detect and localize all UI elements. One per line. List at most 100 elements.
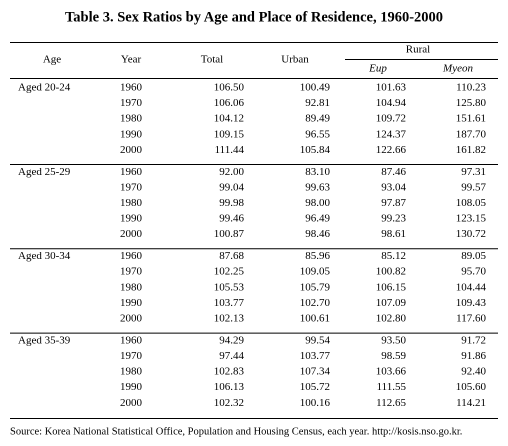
year-cell: 1970 <box>120 97 143 109</box>
value-cell: 102.80 <box>376 313 407 325</box>
year-cell: 1990 <box>120 297 143 309</box>
value-cell: 100.49 <box>300 82 331 94</box>
value-cell: 103.77 <box>214 297 245 309</box>
value-cell: 112.65 <box>376 397 406 409</box>
value-cell: 96.55 <box>305 128 330 140</box>
value-cell: 98.00 <box>305 197 330 209</box>
value-cell: 97.44 <box>219 350 244 362</box>
age-group-label: Aged 35-39 <box>18 334 71 346</box>
value-cell: 122.66 <box>376 144 407 156</box>
year-cell: 1960 <box>120 82 143 94</box>
value-cell: 109.15 <box>214 128 245 140</box>
year-cell: 1970 <box>120 181 143 193</box>
value-cell: 98.61 <box>381 228 406 240</box>
value-cell: 99.23 <box>381 213 406 225</box>
value-cell: 109.72 <box>376 113 406 125</box>
table-title: Table 3. Sex Ratios by Age and Place of … <box>65 9 443 25</box>
value-cell: 99.57 <box>461 181 486 193</box>
value-cell: 151.61 <box>456 113 486 125</box>
table-body: Aged 20-24 1960 106.50 100.49 101.63 110.23 19… <box>10 82 498 409</box>
age-group-label: Aged 25-29 <box>18 166 71 178</box>
value-cell: 187.70 <box>456 128 487 140</box>
header-cell: Rural <box>406 44 430 56</box>
value-cell: 104.44 <box>456 281 487 293</box>
year-cell: 2000 <box>120 144 143 156</box>
value-cell: 85.12 <box>381 250 406 262</box>
value-cell: 95.70 <box>461 266 486 278</box>
value-cell: 110.23 <box>456 82 486 94</box>
value-cell: 91.72 <box>461 334 486 346</box>
value-cell: 99.04 <box>219 181 244 193</box>
value-cell: 87.46 <box>381 166 406 178</box>
value-cell: 100.87 <box>214 228 245 240</box>
value-cell: 107.34 <box>300 366 331 378</box>
value-cell: 111.55 <box>377 381 407 393</box>
value-cell: 85.96 <box>305 250 330 262</box>
header-cell: Year <box>121 54 142 66</box>
header-cell: Age <box>43 54 61 66</box>
value-cell: 94.29 <box>219 334 244 346</box>
header-cell: Myeon <box>442 63 473 75</box>
value-cell: 102.13 <box>214 313 245 325</box>
value-cell: 100.61 <box>300 313 330 325</box>
value-cell: 91.86 <box>461 350 486 362</box>
year-cell: 1980 <box>120 197 143 209</box>
value-cell: 92.40 <box>461 366 486 378</box>
value-cell: 99.98 <box>219 197 244 209</box>
value-cell: 125.80 <box>456 97 487 109</box>
value-cell: 104.12 <box>214 113 244 125</box>
year-cell: 1990 <box>120 128 143 140</box>
value-cell: 87.68 <box>219 250 244 262</box>
value-cell: 101.63 <box>376 82 407 94</box>
year-cell: 2000 <box>120 228 143 240</box>
value-cell: 107.09 <box>376 297 407 309</box>
value-cell: 96.49 <box>305 213 330 225</box>
value-cell: 103.66 <box>376 366 407 378</box>
value-cell: 99.46 <box>219 213 244 225</box>
header-cell: Eup <box>368 63 387 75</box>
value-cell: 111.44 <box>215 144 245 156</box>
value-cell: 108.05 <box>456 197 487 209</box>
value-cell: 114.21 <box>456 397 486 409</box>
age-group-label: Aged 20-24 <box>18 82 71 94</box>
header-cell: Urban <box>281 54 309 66</box>
year-cell: 1960 <box>120 166 143 178</box>
value-cell: 89.05 <box>461 250 486 262</box>
source-note: Source: Korea National Statistical Offic… <box>10 426 462 437</box>
value-cell: 103.77 <box>300 350 331 362</box>
value-cell: 106.13 <box>214 381 245 393</box>
value-cell: 117.60 <box>456 313 486 325</box>
year-cell: 1970 <box>120 350 143 362</box>
value-cell: 92.00 <box>219 166 244 178</box>
value-cell: 98.59 <box>381 350 406 362</box>
year-cell: 1960 <box>120 250 143 262</box>
value-cell: 92.81 <box>305 97 330 109</box>
year-cell: 1990 <box>120 381 143 393</box>
value-cell: 102.32 <box>214 397 244 409</box>
value-cell: 98.46 <box>305 228 330 240</box>
value-cell: 109.05 <box>300 266 331 278</box>
value-cell: 100.16 <box>300 397 331 409</box>
header-cell: Total <box>201 54 223 66</box>
year-cell: 2000 <box>120 397 143 409</box>
value-cell: 105.72 <box>300 381 330 393</box>
value-cell: 109.43 <box>456 297 487 309</box>
year-cell: 2000 <box>120 313 143 325</box>
value-cell: 105.84 <box>300 144 331 156</box>
value-cell: 100.82 <box>376 266 406 278</box>
year-cell: 1970 <box>120 266 143 278</box>
value-cell: 106.50 <box>214 82 245 94</box>
year-cell: 1980 <box>120 281 143 293</box>
value-cell: 99.63 <box>305 181 330 193</box>
value-cell: 106.06 <box>214 97 245 109</box>
value-cell: 105.79 <box>300 281 331 293</box>
value-cell: 89.49 <box>305 113 330 125</box>
value-cell: 161.82 <box>456 144 486 156</box>
value-cell: 102.25 <box>214 266 245 278</box>
year-cell: 1990 <box>120 213 143 225</box>
value-cell: 97.31 <box>461 166 486 178</box>
year-cell: 1980 <box>120 366 143 378</box>
value-cell: 102.70 <box>300 297 331 309</box>
value-cell: 124.37 <box>376 128 407 140</box>
